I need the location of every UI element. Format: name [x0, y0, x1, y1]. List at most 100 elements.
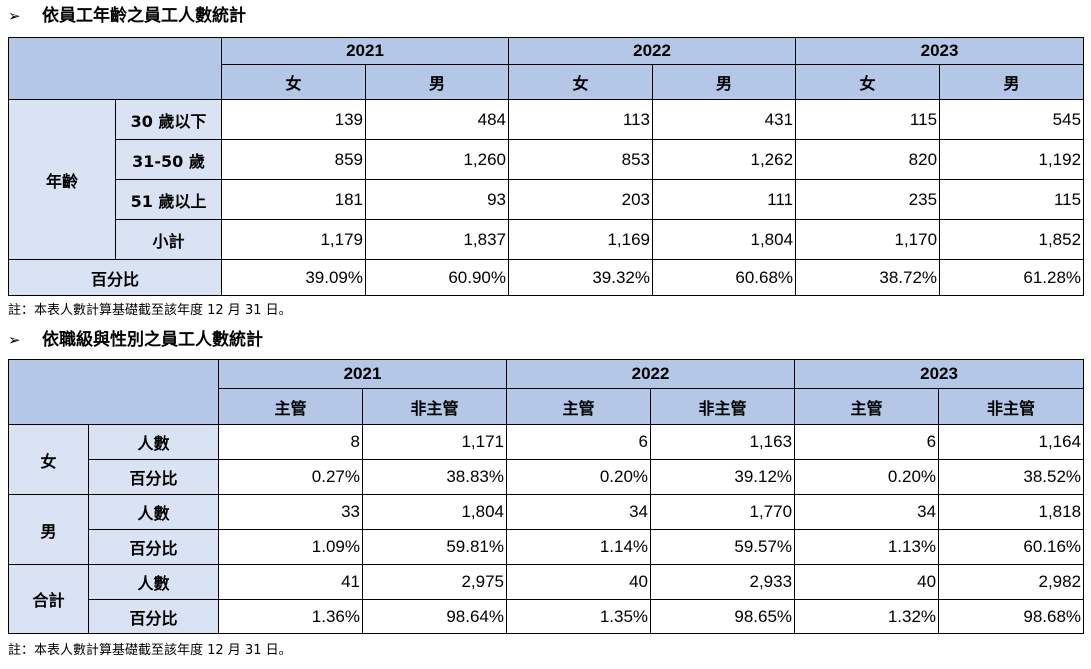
cell: 60.68% — [652, 259, 797, 296]
cell: 39.12% — [650, 459, 796, 495]
cell: 8 — [218, 424, 363, 460]
cell: 1,804 — [361, 494, 508, 530]
cell: 93 — [364, 179, 510, 220]
cell: 40 — [506, 564, 652, 600]
section-title-age: ➢ 依員工年齡之員工人數統計 — [8, 5, 246, 27]
row-label: 30 歲以下 — [115, 99, 222, 140]
header-year: 2021 — [217, 359, 508, 389]
cell: 38.72% — [795, 259, 941, 296]
cell: 34 — [506, 494, 652, 530]
header-year: 2023 — [794, 359, 1085, 389]
table-row: 百分比 0.27% 38.83% 0.20% 39.12% 0.20% 38.5… — [9, 459, 1085, 495]
cell: 0.20% — [506, 459, 652, 495]
cell: 2,933 — [650, 564, 796, 600]
table-row: 51 歲以上 181 93 203 111 235 115 — [9, 179, 1085, 220]
bullet-arrow-icon: ➢ — [8, 7, 21, 25]
row-group-label: 女 — [8, 424, 89, 495]
cell: 38.83% — [361, 459, 508, 495]
cell: 59.57% — [650, 529, 796, 565]
header-year: 2022 — [506, 359, 796, 389]
header-male: 男 — [652, 64, 797, 100]
header-male: 男 — [364, 64, 510, 100]
table-row: 合計 人數 41 2,975 40 2,933 40 2,982 — [8, 564, 1085, 634]
table-row: 百分比 1.36% 98.64% 1.35% 98.65% 1.32% 98.6… — [9, 599, 1085, 634]
cell: 0.27% — [218, 459, 363, 495]
cell: 38.52% — [938, 459, 1085, 495]
cell: 1,770 — [650, 494, 796, 530]
cell: 1,818 — [938, 494, 1085, 530]
cell: 1,852 — [939, 219, 1085, 260]
table-note: 註：本表人數計算基礎截至該年度 12 月 31 日。 — [8, 643, 292, 658]
age-statistics-table: 2021 2022 2023 女 男 女 男 女 男 年齡 30 歲以下 139… — [8, 37, 1085, 296]
row-label: 31-50 歲 — [115, 139, 222, 180]
cell: 1,179 — [221, 219, 366, 260]
table-row: 男 人數 33 1,804 34 1,770 34 1,818 — [8, 494, 1085, 565]
section-title-rank-text: 依職級與性別之員工人數統計 — [42, 330, 263, 350]
cell: 2,982 — [938, 564, 1085, 600]
table-row: 31-50 歲 859 1,260 853 1,262 820 1,192 — [9, 139, 1085, 180]
cell: 181 — [221, 179, 366, 220]
row-label: 小計 — [115, 219, 222, 260]
cell: 1,837 — [364, 219, 510, 260]
cell: 1,163 — [650, 424, 796, 460]
row-group-label: 男 — [8, 494, 89, 565]
cell: 60.90% — [364, 259, 510, 296]
header-year: 2022 — [508, 37, 797, 65]
cell: 34 — [794, 494, 940, 530]
header-female: 女 — [508, 64, 654, 100]
header-year: 2021 — [220, 37, 510, 65]
cell: 98.65% — [650, 599, 796, 634]
table-row: 百分比 1.09% 59.81% 1.14% 59.57% 1.13% 60.1… — [9, 529, 1085, 565]
row-label: 百分比 — [8, 259, 222, 296]
section-title-age-text: 依員工年齡之員工人數統計 — [42, 6, 246, 26]
bullet-arrow-icon: ➢ — [8, 331, 21, 349]
cell: 98.68% — [938, 599, 1085, 634]
cell: 115 — [939, 179, 1085, 220]
header-female: 女 — [221, 64, 366, 100]
row-label: 人數 — [88, 494, 219, 530]
header-non-manager: 非主管 — [938, 388, 1085, 425]
cell: 39.32% — [508, 259, 654, 296]
cell: 39.09% — [221, 259, 366, 296]
cell: 1,260 — [364, 139, 510, 180]
cell: 59.81% — [361, 529, 508, 565]
table-row: 年齡 30 歲以下 139 484 113 431 115 545 — [8, 99, 1085, 260]
cell: 111 — [652, 179, 797, 220]
cell: 1.35% — [506, 599, 652, 634]
cell: 1,262 — [652, 139, 797, 180]
row-group-label: 年齡 — [8, 99, 116, 260]
cell: 1.32% — [794, 599, 940, 634]
row-label: 人數 — [88, 424, 219, 460]
cell: 235 — [795, 179, 941, 220]
header-manager: 主管 — [794, 388, 940, 425]
header-corner — [8, 359, 219, 425]
cell: 139 — [221, 99, 366, 140]
cell: 1,192 — [939, 139, 1085, 180]
cell: 484 — [364, 99, 510, 140]
cell: 60.16% — [938, 529, 1085, 565]
cell: 1,170 — [795, 219, 941, 260]
row-label: 51 歲以上 — [115, 179, 222, 220]
cell: 1,169 — [508, 219, 654, 260]
row-label: 人數 — [88, 564, 219, 600]
cell: 853 — [508, 139, 654, 180]
table-row: 女 人數 8 1,171 6 1,163 6 1,164 — [8, 424, 1085, 495]
cell: 545 — [939, 99, 1085, 140]
cell: 6 — [506, 424, 652, 460]
cell: 1.09% — [218, 529, 363, 565]
cell: 40 — [794, 564, 940, 600]
section-title-rank: ➢ 依職級與性別之員工人數統計 — [8, 329, 263, 351]
row-group-label: 合計 — [8, 564, 89, 634]
header-non-manager: 非主管 — [650, 388, 796, 425]
header-manager: 主管 — [218, 388, 363, 425]
row-label: 百分比 — [88, 599, 219, 634]
cell: 33 — [218, 494, 363, 530]
header-non-manager: 非主管 — [361, 388, 508, 425]
cell: 1.36% — [218, 599, 363, 634]
row-label: 百分比 — [88, 529, 219, 565]
cell: 2,975 — [361, 564, 508, 600]
cell: 1,171 — [361, 424, 508, 460]
cell: 1,804 — [652, 219, 797, 260]
cell: 6 — [794, 424, 940, 460]
table-row: 百分比 39.09% 60.90% 39.32% 60.68% 38.72% 6… — [8, 259, 1085, 296]
